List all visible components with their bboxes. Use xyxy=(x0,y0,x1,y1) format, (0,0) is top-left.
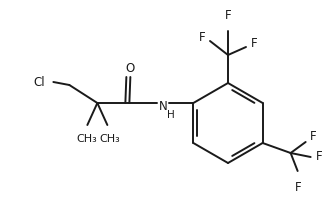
Text: F: F xyxy=(295,181,302,194)
Text: O: O xyxy=(126,61,135,75)
Text: CH₃: CH₃ xyxy=(76,134,97,144)
Text: Cl: Cl xyxy=(34,75,45,89)
Text: F: F xyxy=(251,36,258,49)
Text: F: F xyxy=(198,31,205,44)
Text: F: F xyxy=(310,131,316,143)
Text: N: N xyxy=(159,99,168,112)
Text: CH₃: CH₃ xyxy=(99,134,120,144)
Text: F: F xyxy=(316,150,322,164)
Text: F: F xyxy=(225,9,231,22)
Text: H: H xyxy=(167,110,175,120)
